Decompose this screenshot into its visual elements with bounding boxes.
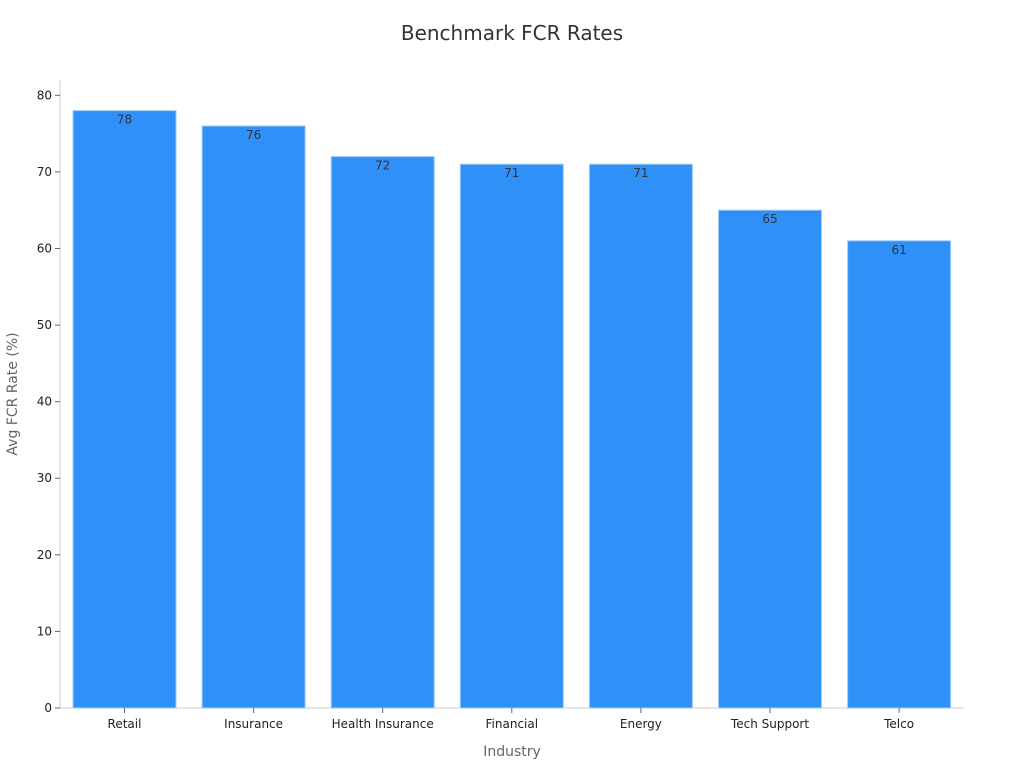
x-ticks-group: Retail Insurance Health Insurance Financial…: [108, 708, 914, 731]
y-tick-label: 70: [37, 165, 52, 179]
x-axis-label: Industry: [483, 744, 541, 760]
data-label: 76: [246, 128, 261, 142]
data-label: 78: [117, 113, 132, 127]
x-tick-label: Retail: [108, 717, 142, 731]
data-label: 71: [504, 166, 519, 180]
x-tick-label: Tech Support: [730, 717, 809, 731]
data-label: 65: [762, 212, 777, 226]
data-label: 61: [891, 243, 906, 257]
x-tick-label: Insurance: [224, 717, 283, 731]
data-label: 71: [633, 166, 648, 180]
y-tick-label: 40: [37, 395, 52, 409]
y-ticks-group: 0 10 20 30 40 50 60 70 80: [37, 88, 60, 715]
bars-group: [72, 110, 952, 709]
y-tick-label: 0: [44, 701, 52, 715]
x-tick-label: Energy: [620, 717, 662, 731]
y-tick-label: 10: [37, 624, 52, 638]
data-label: 72: [375, 159, 390, 173]
bar-energy: [588, 163, 693, 709]
bar-insurance: [201, 125, 306, 709]
bar-telco: [847, 240, 952, 709]
x-tick-label: Health Insurance: [332, 717, 434, 731]
x-tick-label: Telco: [883, 717, 914, 731]
y-tick-label: 20: [37, 548, 52, 562]
y-tick-label: 30: [37, 471, 52, 485]
data-labels-group: 78 76 72 71 71 65 61: [117, 113, 907, 257]
x-tick-label: Financial: [486, 717, 539, 731]
bar-retail: [72, 110, 177, 709]
y-axis-label: Avg FCR Rate (%): [5, 332, 21, 455]
bar-tech-support: [718, 209, 822, 709]
chart-title: Benchmark FCR Rates: [401, 21, 623, 45]
y-tick-label: 50: [37, 318, 52, 332]
bar-health-insurance: [330, 156, 435, 709]
bar-financial: [459, 163, 564, 709]
y-tick-label: 80: [37, 88, 52, 102]
y-tick-label: 60: [37, 242, 52, 256]
